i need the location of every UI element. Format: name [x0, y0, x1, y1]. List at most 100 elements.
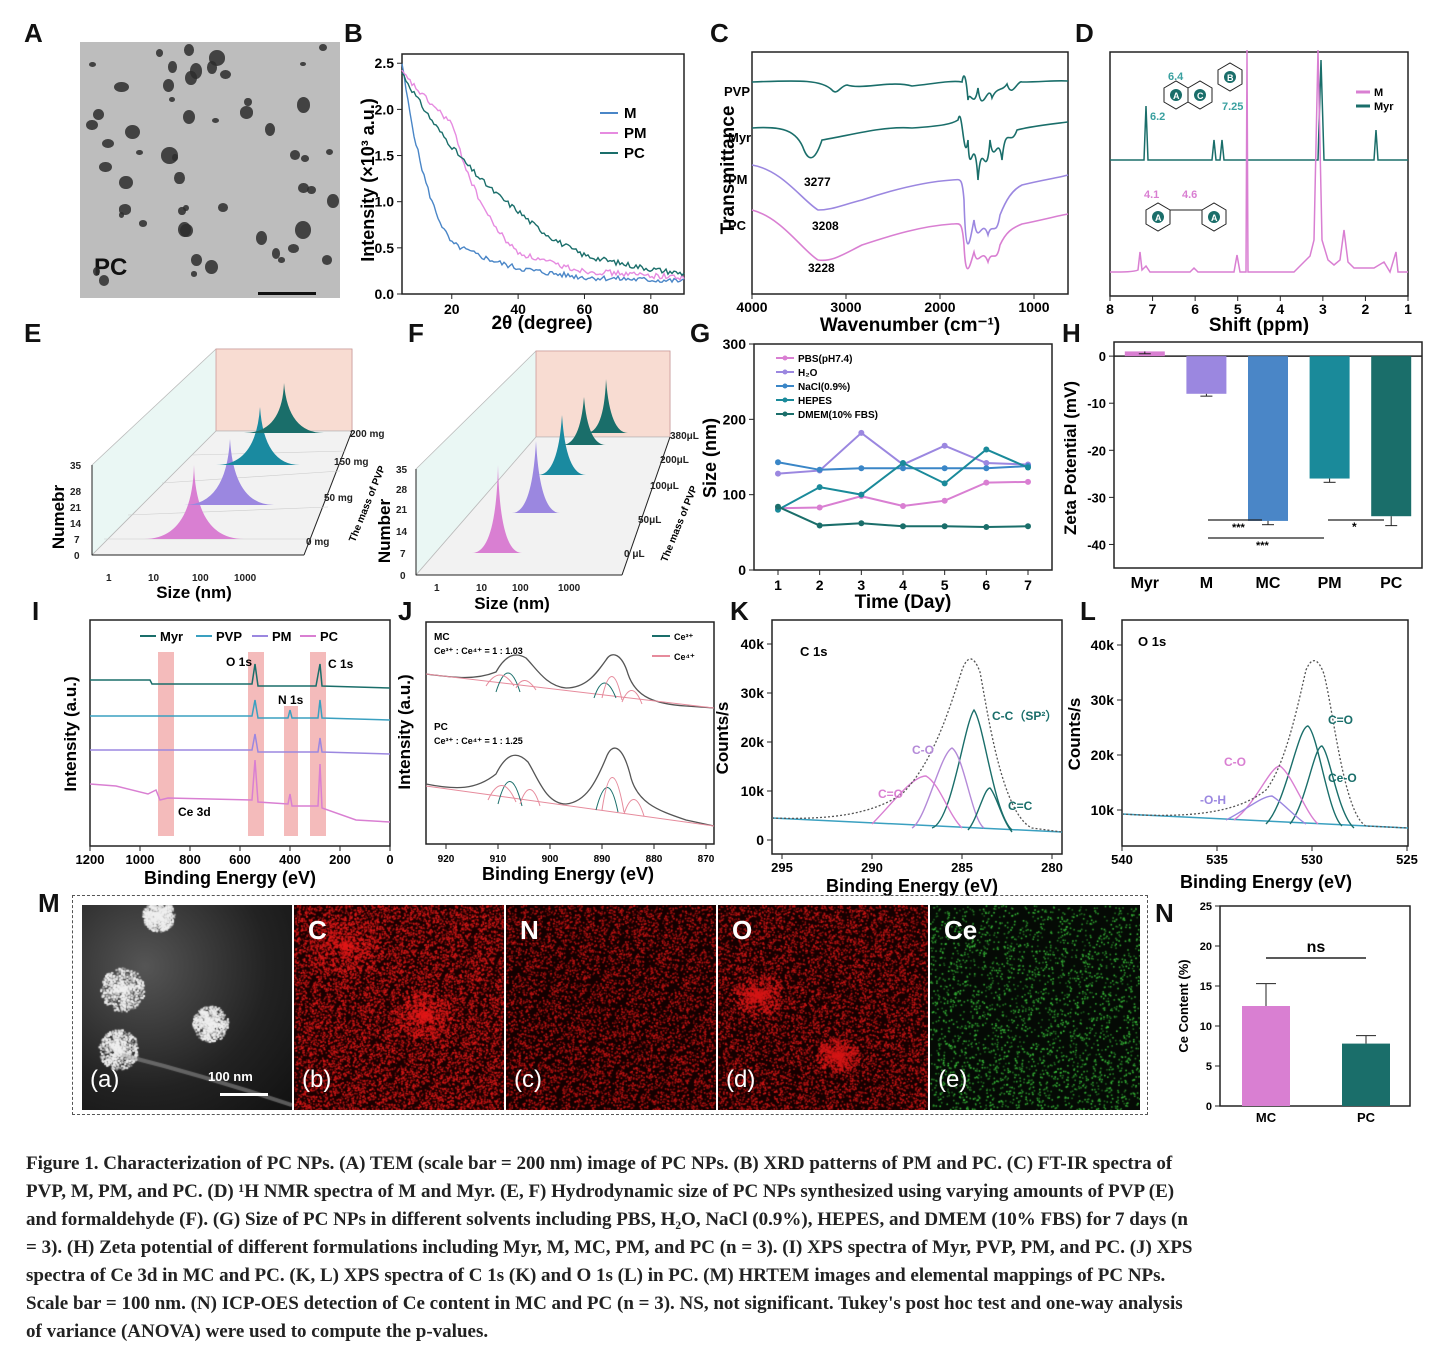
y-tick: 14	[396, 527, 408, 538]
ring-label: A	[1211, 213, 1218, 223]
data-point	[816, 466, 823, 473]
series-line-pc	[401, 72, 685, 277]
z-tick: 200 mg	[350, 429, 384, 440]
dist-peak-1	[512, 441, 560, 513]
x-tick: 10	[476, 583, 488, 594]
legend-myr: Myr	[1374, 101, 1394, 113]
x-tick: MC	[1256, 1110, 1277, 1125]
x-tick: 920	[438, 854, 455, 865]
x-tick: 8	[1106, 301, 1114, 317]
shift-label: 7.25	[1222, 101, 1243, 113]
x-axis-label: Binding Energy (eV)	[1180, 872, 1352, 892]
y-axis-label: Number	[375, 499, 394, 564]
caption-line: = 3). (H) Zeta potential of different fo…	[26, 1237, 1193, 1258]
x-tick: 40	[510, 301, 526, 317]
x-tick: 540	[1111, 852, 1133, 867]
y-tick: -20	[1087, 443, 1106, 458]
x-tick: 100	[192, 573, 209, 584]
map-tile-n: N (c)	[506, 905, 716, 1110]
legend-ce4: Ce⁴⁺	[674, 652, 695, 662]
peak-label: C-C（SP²）	[992, 708, 1057, 723]
y-tick: 21	[396, 505, 408, 516]
x-tick: 1	[106, 573, 112, 584]
nanoparticle	[101, 138, 115, 149]
nanoparticle	[321, 254, 333, 265]
data-point	[858, 465, 865, 472]
nanoparticle	[118, 204, 132, 215]
x-tick: 3	[857, 577, 865, 593]
fit-pc-ce3	[497, 781, 619, 813]
nanoparticle	[244, 97, 252, 107]
x-tick: 1000	[1018, 299, 1049, 315]
series-2	[775, 459, 1031, 473]
peak-label: C-O	[912, 743, 934, 757]
y-tick: -10	[1087, 396, 1106, 411]
z-tick: 50μL	[638, 515, 661, 526]
x-tick: 2	[816, 577, 824, 593]
data-point	[941, 480, 948, 487]
nanoparticle	[287, 244, 300, 254]
fit-mc	[425, 673, 715, 709]
y-tick: 0	[1099, 349, 1106, 364]
x-tick: 295	[771, 860, 793, 875]
y-tick: 30k	[741, 685, 765, 701]
nanoparticle	[306, 185, 316, 194]
nanoparticle	[172, 154, 178, 162]
legend-label: HEPES	[798, 396, 832, 407]
legend-marker	[782, 397, 788, 403]
legend-m: M	[1374, 87, 1383, 99]
tile-sublabel: (b)	[302, 1066, 332, 1093]
tem-image: PC	[80, 42, 340, 298]
peak-label: C-O	[1224, 755, 1246, 769]
trace-label-myr: Myr	[728, 130, 751, 145]
map-image-o	[718, 905, 928, 1110]
bar-pc	[1371, 356, 1412, 517]
nmr-chart: M Myr A C B 6.4 7.25 6.2 A A 4.1 4.6 8 7 6…	[1106, 49, 1412, 336]
nanoparticle	[191, 253, 203, 267]
tile-sublabel: (d)	[726, 1066, 756, 1093]
x-tick: 2	[1362, 301, 1370, 317]
ratio-label: Ce³⁺ : Ce⁴⁺ = 1 : 1.03	[434, 646, 523, 656]
trace-pc	[751, 209, 1069, 270]
z-tick: 0 mg	[306, 537, 329, 548]
spectrum-myr	[1110, 59, 1408, 161]
dist-peak-4	[586, 379, 628, 433]
data-point	[900, 523, 906, 530]
nanoparticle	[177, 222, 191, 238]
x-tick: 800	[179, 852, 201, 867]
nanoparticle	[92, 267, 100, 277]
trace-pvp	[751, 75, 1069, 102]
legend: M PM PC	[600, 105, 647, 162]
x-axis-label: Binding Energy (eV)	[826, 876, 998, 896]
y-tick: 20k	[741, 734, 765, 750]
x-tick: 900	[542, 854, 559, 865]
element-label: N	[520, 915, 539, 945]
nanoparticle	[326, 148, 334, 155]
spectrum-pvp	[90, 699, 391, 721]
map-tile-o: O (d)	[718, 905, 928, 1110]
peak-label: -O-H	[1200, 793, 1226, 807]
shift-label: 6.2	[1150, 111, 1165, 123]
nanoparticle	[239, 106, 254, 119]
nanoparticle	[185, 70, 197, 85]
panel-label-b: B	[344, 18, 363, 48]
nanoparticle	[271, 248, 280, 259]
nanoparticle	[156, 49, 164, 57]
y-axis-label: Counts/s	[1066, 698, 1084, 771]
scale-bar-text: 100 nm	[208, 1069, 253, 1084]
nanoparticle	[114, 81, 129, 92]
peak-label: 3277	[804, 175, 831, 189]
x-axis-label: Binding Energy (eV)	[144, 868, 316, 888]
y-tick: 25	[1200, 901, 1212, 913]
nanoparticle	[182, 110, 195, 125]
legend-label: DMEM(10% FBS)	[798, 410, 878, 421]
legend-pc: PC	[320, 629, 339, 644]
y-tick: 7	[400, 549, 406, 560]
significance-label: ***	[1256, 540, 1270, 552]
fit-pc-ce4	[487, 777, 645, 817]
legend-label: H₂O	[798, 368, 818, 379]
data-point	[900, 502, 906, 509]
dist-peak-3	[244, 383, 324, 433]
ftir-chart: PVP Myr PM PC 3277 3208 3228 4000 3000 200…	[718, 51, 1069, 336]
map-image-n	[506, 905, 716, 1110]
